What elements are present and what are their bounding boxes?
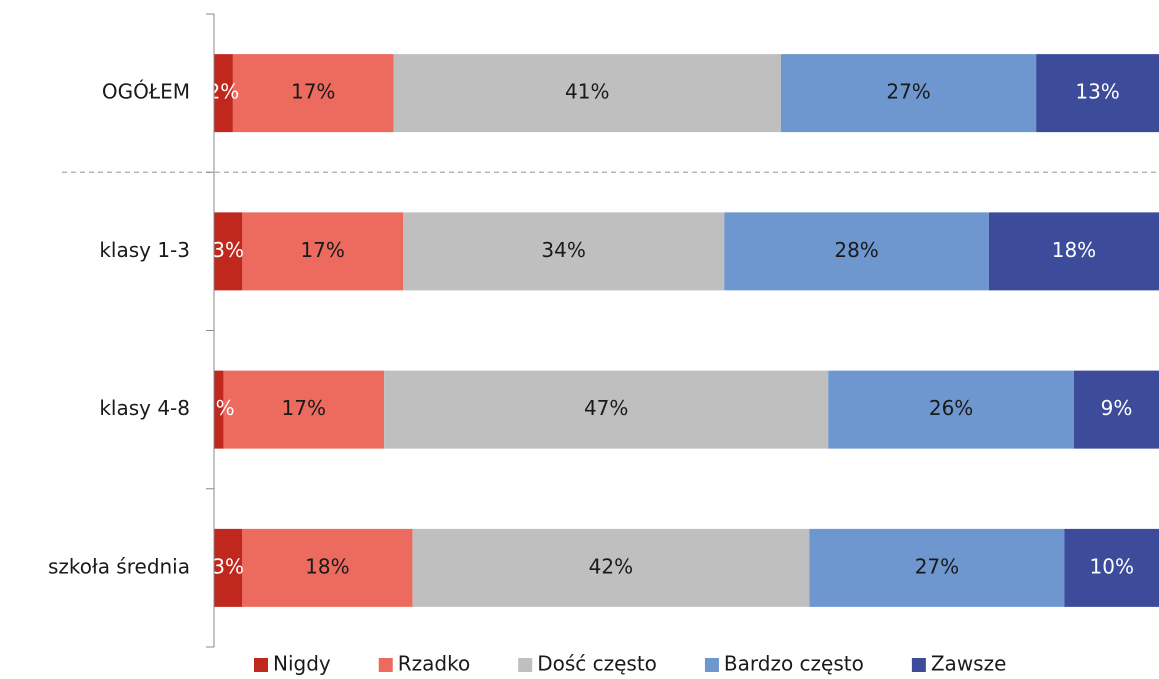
legend-marker	[704, 658, 719, 672]
bar-segment	[412, 528, 810, 607]
value-label: 27%	[886, 80, 930, 104]
value-label: 28%	[834, 238, 878, 262]
legend-label: Bardzo często	[724, 652, 864, 676]
bar-segment	[384, 370, 829, 449]
category-label: klasy 4-8	[99, 396, 190, 420]
bar-segment	[724, 212, 989, 291]
value-label: 42%	[589, 554, 633, 578]
category-label: OGÓŁEM	[102, 80, 190, 104]
value-label: 1%	[203, 396, 235, 420]
legend-marker	[911, 658, 926, 672]
value-label: 17%	[291, 80, 335, 104]
value-label: 2%	[208, 80, 240, 104]
legend-label: Nigdy	[273, 652, 331, 676]
value-label: 3%	[212, 238, 244, 262]
value-label: 17%	[282, 396, 326, 420]
value-label: 47%	[584, 396, 628, 420]
legend-marker	[518, 658, 533, 672]
bar-segment	[1036, 54, 1159, 133]
value-label: 34%	[541, 238, 585, 262]
bar-segment	[1064, 528, 1159, 607]
value-label: 17%	[300, 238, 344, 262]
value-label: 18%	[1052, 238, 1096, 262]
bar-segment	[781, 54, 1037, 133]
bar-segment	[223, 370, 385, 449]
legend-marker	[378, 658, 393, 672]
bar-segment	[809, 528, 1065, 607]
value-label: 10%	[1090, 554, 1134, 578]
value-label: 18%	[305, 554, 349, 578]
legend-marker	[254, 658, 268, 672]
bar-segment	[214, 370, 224, 449]
legend-label: Zawsze	[931, 652, 1007, 676]
value-label: 3%	[212, 554, 244, 578]
bar-segment	[214, 54, 233, 133]
value-label: 26%	[929, 396, 973, 420]
value-label: 9%	[1101, 396, 1133, 420]
bar-segment	[242, 528, 413, 607]
legend-label: Dość często	[537, 652, 657, 676]
bar-segment	[232, 54, 394, 133]
bar-segment	[403, 212, 725, 291]
bar-segment	[393, 54, 781, 133]
bar-segment	[214, 528, 243, 607]
bar-segment	[828, 370, 1074, 449]
category-label: szkoła średnia	[48, 554, 190, 578]
category-label: klasy 1-3	[99, 238, 190, 262]
value-label: 13%	[1075, 80, 1119, 104]
bar-segment	[988, 212, 1159, 291]
bar-segment	[1073, 370, 1159, 449]
value-label: 27%	[915, 554, 959, 578]
legend-label: Rzadko	[398, 652, 470, 676]
bar-segment	[214, 212, 243, 291]
bar-segment	[242, 212, 403, 291]
value-label: 41%	[565, 80, 609, 104]
